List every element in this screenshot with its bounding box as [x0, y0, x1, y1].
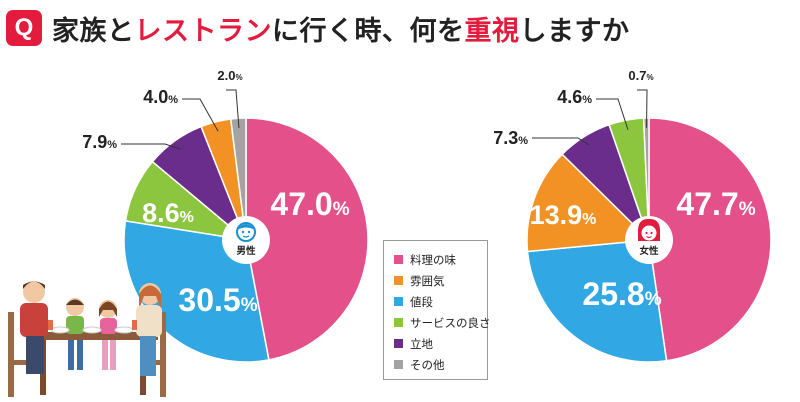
- leader-line-service: [596, 98, 629, 130]
- center-label: 男性: [236, 245, 256, 257]
- legend-swatch: [394, 318, 403, 327]
- family-dining-illustration: [8, 281, 166, 397]
- question-badge: Q: [6, 10, 42, 46]
- pie-slice-atmosphere: [200, 118, 247, 241]
- slice-value-label: 8.6%: [142, 198, 194, 228]
- slice-value-label: 25.8%: [582, 276, 661, 312]
- slice-value-label: 7.3%: [493, 128, 528, 148]
- slice-value-label: 4.0%: [143, 87, 178, 107]
- legend-item: 値段: [394, 291, 487, 312]
- leader-line-location: [121, 143, 181, 150]
- slice-value-label: 2.0%: [217, 68, 242, 83]
- legend-label: その他: [410, 357, 445, 372]
- pie-slice-location: [151, 125, 247, 241]
- legend-swatch: [394, 297, 403, 306]
- woman-face-icon: [637, 218, 661, 241]
- title-part: に行く時、何を: [272, 15, 465, 47]
- slice-value-label: 30.5%: [178, 282, 257, 318]
- legend-swatch: [394, 360, 403, 369]
- leader-line-atmosphere: [182, 98, 219, 132]
- pie-slice-price: [526, 239, 668, 363]
- legend-swatch: [394, 276, 403, 285]
- title-part: 家族と: [52, 15, 135, 47]
- man-face-icon: [236, 222, 256, 242]
- page-title: 家族とレストランに行く時、何を重視しますか: [52, 9, 630, 48]
- pie-slice-location: [561, 123, 650, 241]
- legend-item: サービスの良さ: [394, 312, 491, 333]
- slice-value-label: 47.7%: [676, 186, 755, 222]
- center-label: 女性: [639, 245, 659, 257]
- title-part-highlight: 重視: [464, 15, 520, 47]
- pie-slice-service: [124, 160, 249, 242]
- legend-label: 立地: [410, 336, 433, 351]
- legend-label: 雰囲気: [410, 273, 445, 288]
- leader-line-location: [532, 137, 590, 146]
- slice-value-label: 13.9%: [530, 200, 597, 230]
- legend-label: 料理の味: [410, 252, 456, 267]
- legend-item: 料理の味: [394, 249, 487, 270]
- legend-item: 立地: [394, 333, 487, 354]
- pie-slice-other: [229, 117, 247, 241]
- pie-slice-atmosphere: [526, 153, 651, 253]
- slice-value-label: 0.7%: [628, 68, 653, 83]
- pie-slice-taste: [245, 117, 369, 361]
- chart-legend: 料理の味 雰囲気 値段 サービスの良さ 立地 その他: [383, 240, 491, 380]
- title-bar: Q 家族とレストランに行く時、何を重視しますか: [6, 8, 630, 48]
- pie-slice-other: [642, 117, 650, 241]
- center-badge: [625, 216, 673, 264]
- pie-slice-service: [608, 117, 650, 241]
- title-part-highlight: レストラン: [134, 15, 272, 47]
- legend-label: サービスの良さ: [410, 315, 491, 330]
- title-part: しますか: [519, 15, 630, 47]
- legend-item: その他: [394, 354, 487, 375]
- leader-line-other: [226, 89, 240, 129]
- legend-swatch: [394, 339, 403, 348]
- center-badge: [222, 216, 270, 264]
- slice-value-label: 4.6%: [557, 87, 592, 107]
- legend-label: 値段: [410, 294, 433, 309]
- leader-line-other: [637, 89, 648, 128]
- slice-value-label: 7.9%: [82, 132, 117, 152]
- pie-slice-taste: [648, 117, 772, 362]
- legend-item: 雰囲気: [394, 270, 487, 291]
- slice-value-label: 47.0%: [270, 186, 349, 222]
- legend-swatch: [394, 255, 403, 264]
